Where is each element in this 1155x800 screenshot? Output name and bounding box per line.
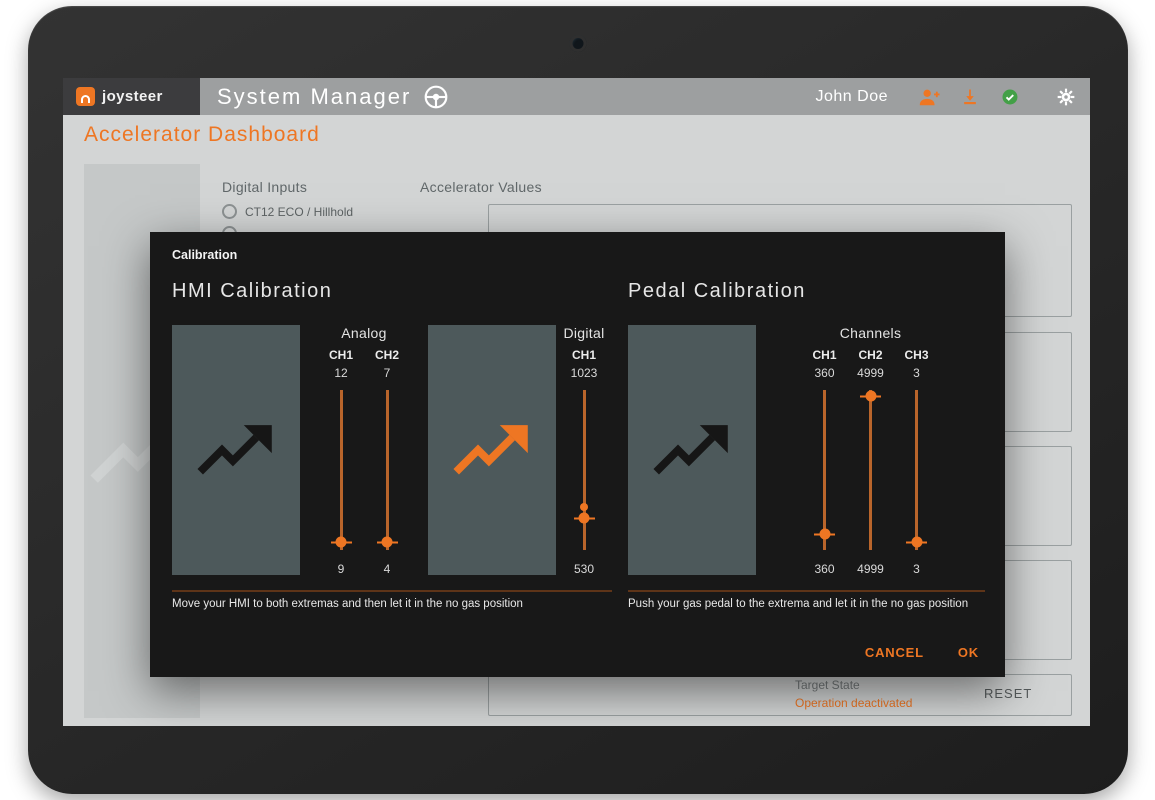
digital-inputs-label: Digital Inputs [222,179,308,195]
channel-name: CH1 [812,348,837,362]
brand-name: joysteer [102,88,163,105]
add-user-icon[interactable] [918,86,940,108]
channel-top-value: 3 [913,366,920,380]
steering-wheel-icon [423,84,449,110]
slider-thumb[interactable] [865,390,876,402]
hmi-analog-ch1-column: CH1 12 9 [318,343,364,577]
hmi-analog-graph [172,325,300,575]
hmi-analog-ch2-slider[interactable] [381,390,393,550]
pedal-graph [628,325,756,575]
hmi-digital-ch1-column: CH1 1023 530 [561,343,607,577]
download-icon[interactable] [960,87,980,107]
trend-up-icon [453,425,528,475]
radio-option-ct12-eco-hillhold[interactable]: CT12 ECO / Hillhold [222,204,353,219]
radio-label: CT12 ECO / Hillhold [245,204,354,219]
analog-label: Analog [341,325,387,341]
ok-button[interactable]: OK [957,645,979,660]
hmi-hint-text: Move your HMI to both extremas and then … [172,598,523,610]
accelerator-values-label: Accelerator Values [420,179,542,195]
channels-label: Channels [839,325,902,341]
pedal-calibration-section: Pedal Calibration Channels CH1 [628,280,985,610]
pedal-channels-slider-group: Channels CH1 360 360 CH2 [756,325,985,577]
channel-top-value: 7 [383,366,391,380]
joysteer-logo-icon [76,87,95,106]
tablet-frame: joysteer System Manager John Doe [28,6,1128,794]
front-camera [569,35,587,52]
digital-label: Digital [563,325,605,341]
channel-name: CH2 [858,348,883,362]
title-bar: System Manager John Doe [200,78,1090,115]
trend-up-icon [197,425,272,475]
pedal-hint-text: Push your gas pedal to the extrema and l… [628,598,969,610]
channel-name: CH1 [571,348,596,362]
hmi-digital-graph [428,325,556,575]
channel-bottom-value: 4999 [857,562,884,576]
slider-thumb[interactable] [578,512,590,524]
channel-name: CH1 [328,348,353,362]
channel-bottom-value: 4 [383,562,391,576]
divider [628,590,985,592]
slider-thumb[interactable] [381,536,393,548]
hmi-analog-ch2-column: CH2 7 4 [364,343,410,577]
connection-status-icon[interactable] [1000,87,1020,107]
slider-marker[interactable] [580,502,588,511]
channel-name: CH2 [374,348,399,362]
target-state-value: Operation deactivated [795,696,913,710]
hmi-calibration-title: HMI Calibration [172,280,333,302]
hmi-calibration-section: HMI Calibration Analog CH1 12 [172,280,612,610]
trend-up-icon [653,425,728,475]
hmi-analog-slider-group: Analog CH1 12 9 CH2 [300,325,428,577]
pedal-ch1-slider[interactable] [819,390,830,550]
dialog-title: Calibration [172,248,238,262]
hmi-digital-slider-group: Digital CH1 1023 530 [556,325,612,577]
channel-bottom-value: 3 [913,562,920,576]
slider-thumb[interactable] [335,536,347,548]
channel-bottom-value: 9 [337,562,345,576]
pedal-calibration-title: Pedal Calibration [628,280,806,302]
hmi-analog-ch1-slider[interactable] [335,390,347,550]
app-title: System Manager [217,83,412,109]
target-state-label: Target State [795,678,860,692]
logo-glyph [81,95,90,103]
dialog-actions: CANCEL OK [865,645,979,660]
pedal-ch1-column: CH1 360 360 [802,343,848,577]
pedal-ch3-column: CH3 3 3 [894,343,940,577]
pedal-ch3-slider[interactable] [911,390,922,550]
channel-top-value: 360 [814,366,835,380]
channel-bottom-value: 530 [573,562,595,576]
slider-thumb[interactable] [819,528,830,540]
channel-top-value: 4999 [857,366,884,380]
channel-top-value: 1023 [570,366,598,380]
hmi-digital-ch1-slider[interactable] [578,390,590,550]
top-bar: joysteer System Manager John Doe [63,78,1090,115]
reset-button[interactable]: RESET [984,686,1033,701]
calibration-dialog: Calibration HMI Calibration Analog [150,232,1005,677]
app-screen: joysteer System Manager John Doe [63,78,1090,726]
pedal-ch2-slider[interactable] [865,390,876,550]
channel-top-value: 12 [334,366,348,380]
slider-thumb[interactable] [911,536,922,548]
brand-logo: joysteer [63,78,200,115]
divider [172,590,612,592]
user-name: John Doe [815,87,888,105]
channel-bottom-value: 360 [814,562,835,576]
radio-icon[interactable] [222,204,237,219]
channel-name: CH3 [904,348,929,362]
page-title: Accelerator Dashboard [84,123,320,146]
settings-gear-icon[interactable] [1056,87,1076,107]
cancel-button[interactable]: CANCEL [864,645,924,660]
pedal-ch2-column: CH2 4999 4999 [848,343,894,577]
